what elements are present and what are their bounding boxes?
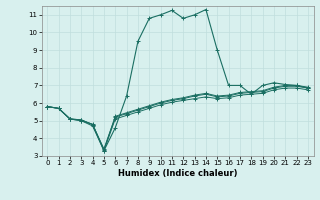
X-axis label: Humidex (Indice chaleur): Humidex (Indice chaleur) (118, 169, 237, 178)
